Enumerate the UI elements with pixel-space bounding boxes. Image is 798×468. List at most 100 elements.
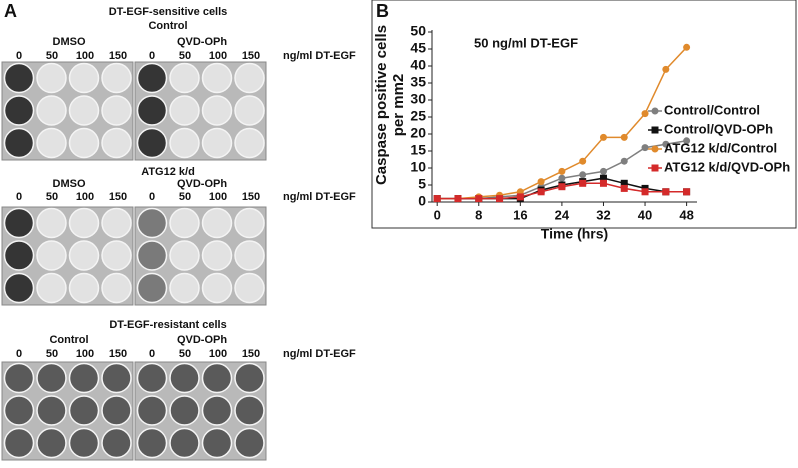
data-point [662, 140, 670, 148]
y-tick-label: 20 [410, 125, 426, 141]
data-point [683, 43, 691, 51]
data-point [620, 133, 628, 141]
x-tick-label: 40 [638, 207, 652, 222]
well [201, 240, 233, 271]
dose-label: 50 [179, 191, 191, 203]
y-tick-label: 50 [410, 23, 426, 39]
data-point [620, 179, 628, 187]
well [136, 427, 168, 459]
well [68, 272, 100, 304]
well [234, 362, 265, 394]
well [101, 95, 132, 126]
dose-label: 50 [46, 348, 58, 360]
well [169, 240, 200, 271]
well [3, 272, 35, 304]
y-axis-label: per mm2 [390, 74, 407, 137]
well [101, 240, 132, 271]
y-tick-label: 25 [410, 108, 426, 124]
y-tick-label: 30 [410, 91, 426, 107]
block-title: DT-EGF-resistant cells [109, 319, 226, 331]
dose-label: 50 [179, 348, 191, 360]
dose-label: 100 [209, 50, 227, 62]
dose-label: 150 [109, 50, 127, 62]
data-point [599, 133, 607, 141]
group-label: QVD-OPh [177, 36, 227, 48]
well [136, 127, 168, 159]
block-title: ATG12 k/d [141, 166, 195, 178]
data-point [620, 157, 628, 165]
well [3, 207, 35, 239]
legend-label: ATG12 k/d/QVD-OPh [664, 159, 790, 174]
data-point [599, 167, 607, 175]
dose-label: 0 [16, 348, 22, 360]
legend-label: ATG12 k/d/Control [664, 140, 777, 155]
well [36, 127, 67, 159]
well [3, 362, 35, 394]
dose-label: 100 [76, 191, 94, 203]
data-point [662, 65, 670, 73]
well [36, 427, 67, 459]
well [68, 127, 100, 159]
x-tick-label: 32 [596, 207, 610, 222]
dose-label: 50 [46, 191, 58, 203]
y-axis-label: Caspase positive cells [373, 25, 390, 185]
group-label: QVD-OPh [177, 178, 227, 190]
data-point [537, 178, 545, 186]
well [36, 95, 67, 126]
data-point [454, 195, 462, 203]
well [68, 427, 100, 459]
well [101, 272, 132, 304]
well [201, 362, 233, 394]
group-label: QVD-OPh [177, 334, 227, 346]
well [136, 395, 168, 426]
well [101, 362, 132, 394]
legend-marker [651, 126, 659, 134]
well [3, 62, 35, 94]
y-tick-label: 40 [410, 57, 426, 73]
well [169, 272, 200, 304]
dose-label: 100 [209, 348, 227, 360]
well [36, 207, 67, 239]
well [36, 62, 67, 94]
data-point [433, 195, 441, 203]
panel-label: A [4, 1, 17, 21]
well [169, 395, 200, 426]
y-tick-label: 10 [410, 159, 426, 175]
dose-label: 100 [76, 50, 94, 62]
data-point [599, 174, 607, 182]
well [169, 127, 200, 159]
well [136, 62, 168, 94]
well [169, 362, 200, 394]
well [136, 240, 168, 271]
group-label: DMSO [53, 178, 86, 190]
data-point [579, 179, 587, 187]
well [36, 272, 67, 304]
dose-label: 0 [16, 191, 22, 203]
dose-label: 0 [149, 348, 155, 360]
well [201, 272, 233, 304]
data-point [579, 157, 587, 165]
data-point [620, 184, 628, 192]
dose-label: 150 [109, 348, 127, 360]
dose-label: 150 [109, 191, 127, 203]
dose-label: 100 [76, 348, 94, 360]
well [3, 127, 35, 159]
well [169, 95, 200, 126]
well [3, 395, 35, 426]
data-point [558, 174, 566, 182]
legend-label: Control/QVD-OPh [664, 121, 773, 136]
y-tick-label: 0 [418, 193, 426, 209]
well [36, 362, 67, 394]
well [3, 95, 35, 126]
panel-label: B [376, 1, 389, 21]
well [201, 207, 233, 239]
well [3, 240, 35, 271]
group-label: DMSO [53, 36, 86, 48]
dose-unit: ng/ml DT-EGF [283, 50, 356, 62]
well [101, 62, 132, 94]
data-point [683, 137, 691, 145]
y-tick-label: 35 [410, 74, 426, 90]
well [201, 127, 233, 159]
block-title: DT-EGF-sensitive cells [109, 6, 228, 18]
data-point [662, 188, 670, 196]
